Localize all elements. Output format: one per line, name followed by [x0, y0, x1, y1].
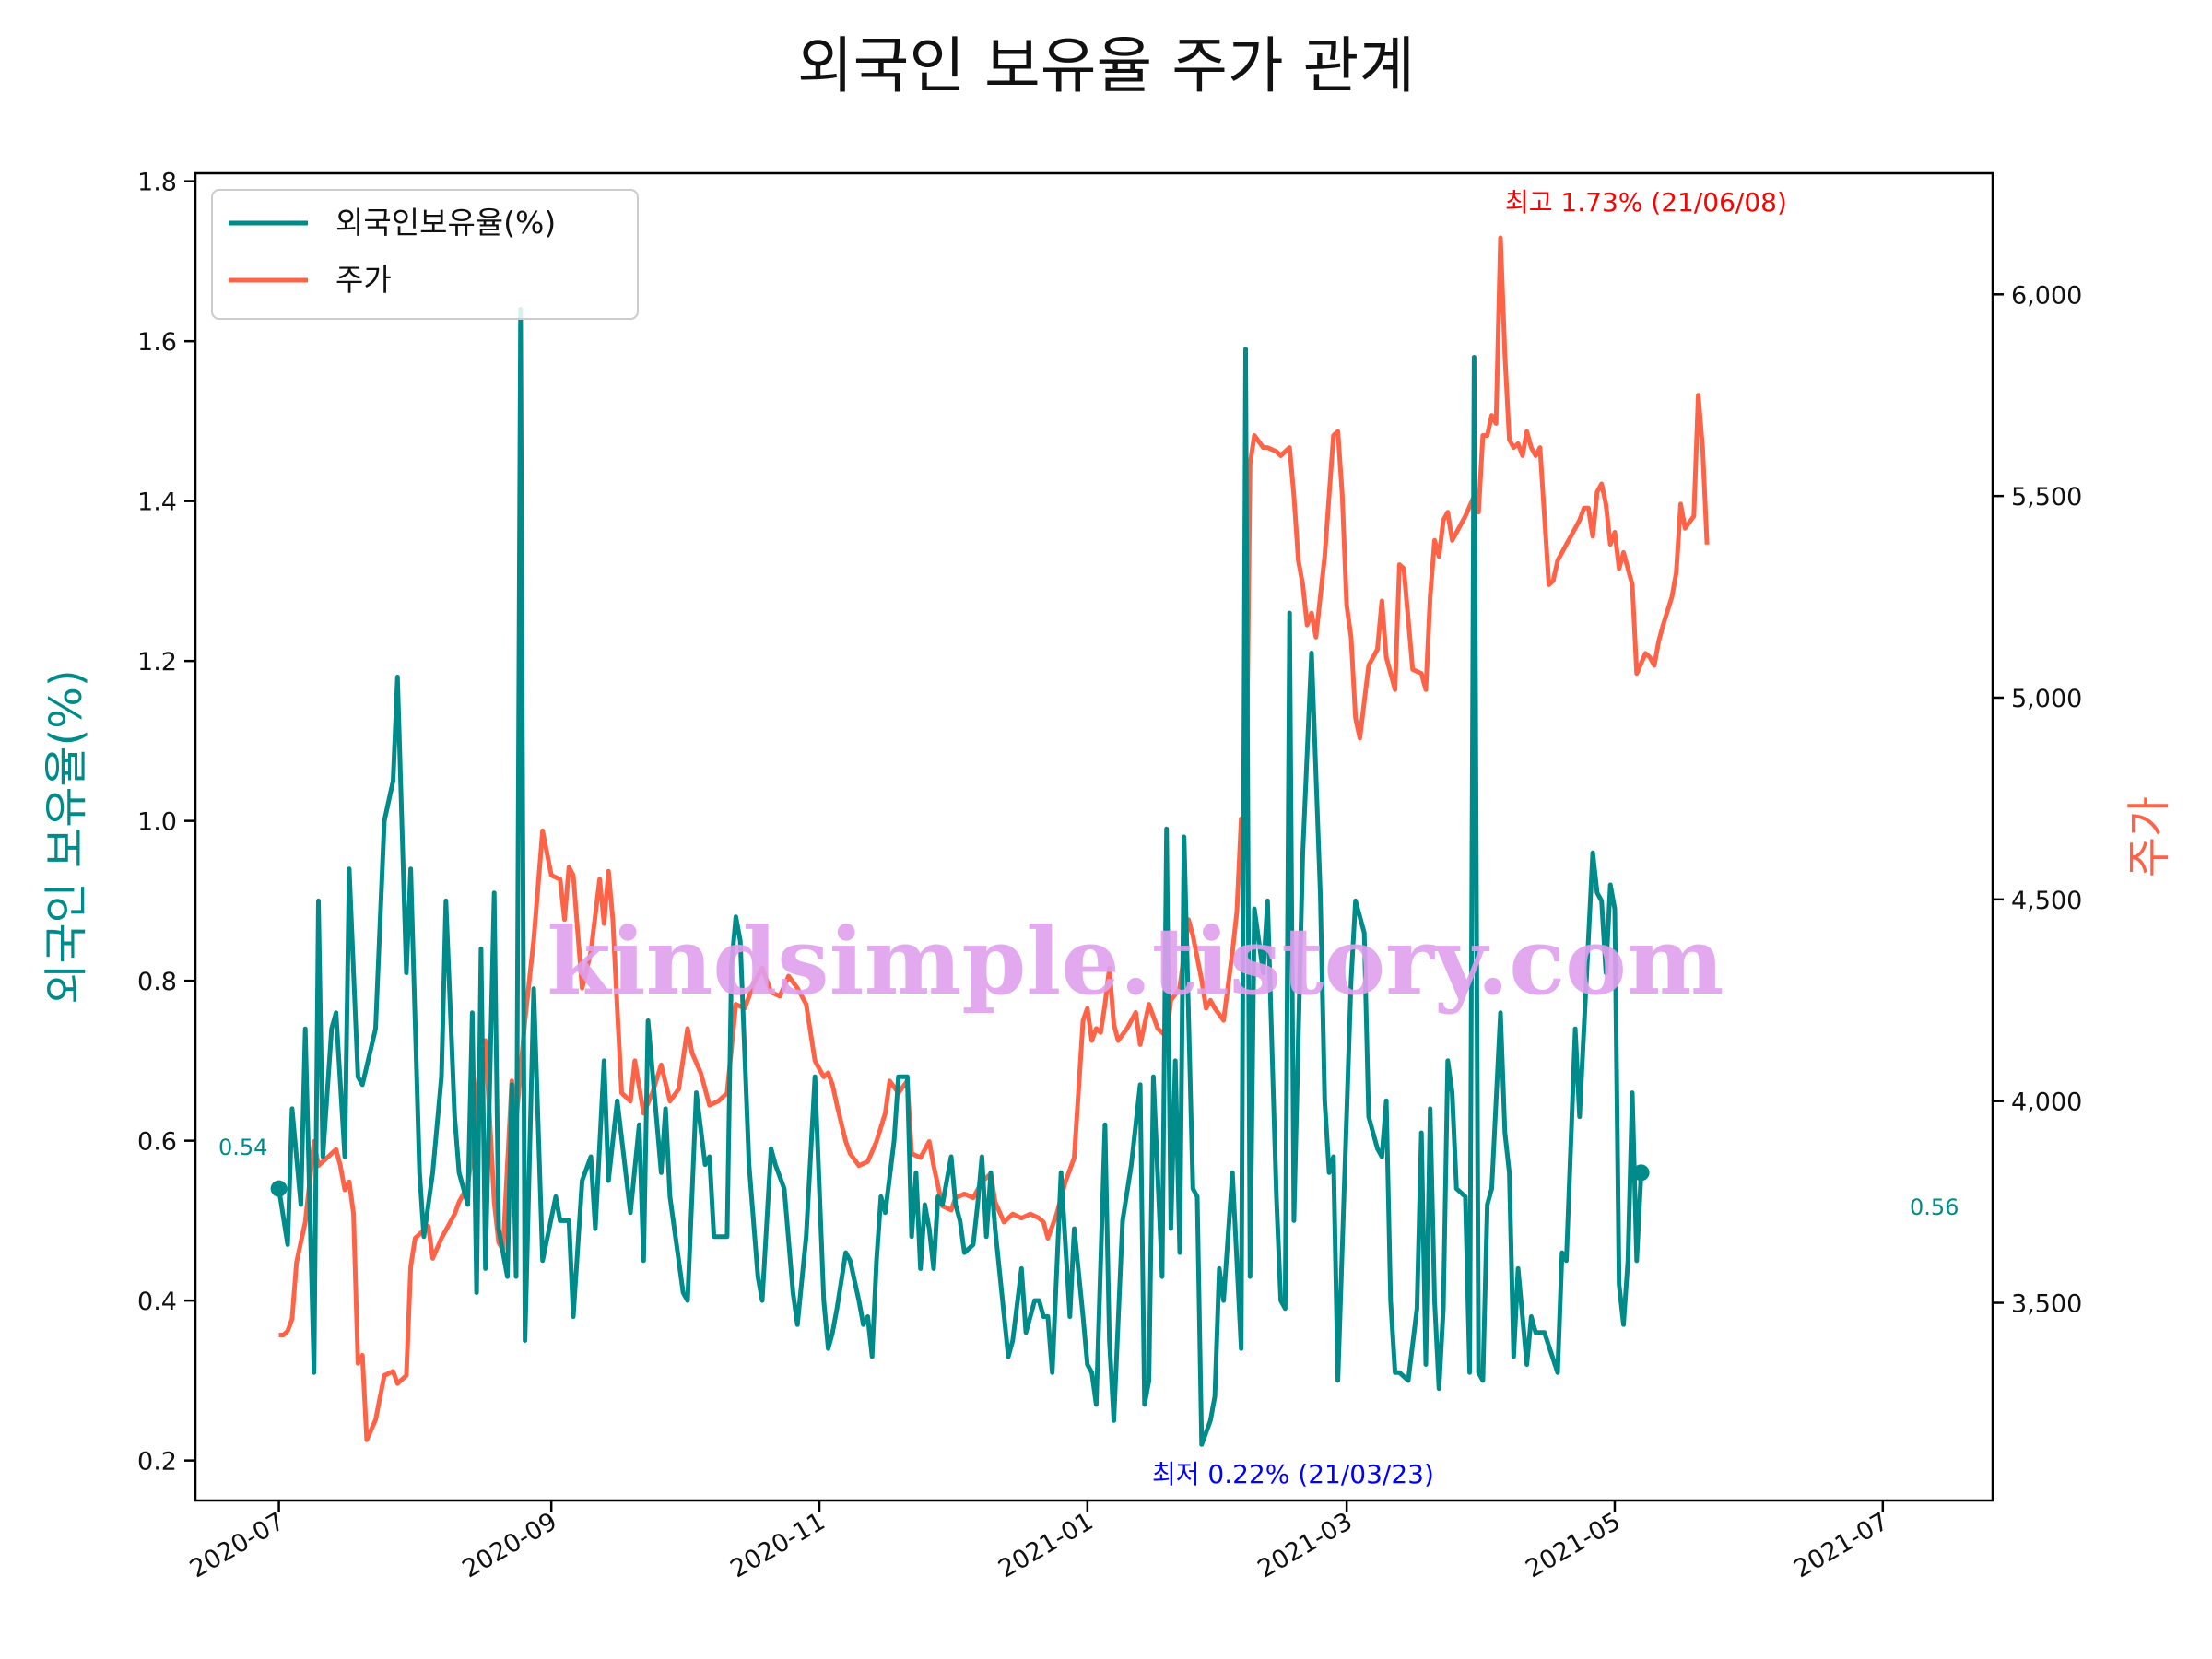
- y-right-tick-label: 5,500: [2011, 483, 2082, 512]
- legend-label-price: 주가: [335, 262, 392, 298]
- y-left-tick-label: 0.6: [137, 1128, 177, 1157]
- x-tick-label: 2021-03: [1253, 1507, 1357, 1583]
- chart-title: 외국인 보유율 주가 관계: [797, 30, 1415, 101]
- start-value-label: 0.54: [218, 1135, 267, 1160]
- legend-label-holding: 외국인보유율(%): [335, 205, 556, 241]
- y-right-axis-title: 주가: [2124, 796, 2175, 877]
- y-left-axis-title: 외국인 보유율(%): [41, 669, 92, 1004]
- legend-box: [211, 189, 639, 320]
- y-left-tick-label: 0.2: [137, 1448, 177, 1477]
- plot-frame: [194, 171, 1994, 1502]
- y-left-tick-label: 1.0: [137, 808, 177, 837]
- end-value-label: 0.56: [1910, 1194, 1959, 1220]
- y-right-tick-label: 5,000: [2011, 685, 2082, 713]
- min-annotation: 최저 0.22% (21/03/23): [1152, 1459, 1434, 1489]
- y-right-tick-label: 4,000: [2011, 1088, 2082, 1117]
- x-tick-label: 2021-05: [1521, 1507, 1625, 1583]
- y-left-tick-label: 0.4: [137, 1288, 177, 1316]
- watermark: kindsimple.tistory.com: [547, 907, 1724, 1016]
- max-annotation: 최고 1.73% (21/06/08): [1505, 187, 1787, 218]
- y-left-tick-label: 1.8: [137, 169, 177, 197]
- x-tick-label: 2020-11: [725, 1507, 830, 1583]
- start-point-marker: [270, 1180, 288, 1197]
- series-line-holding: [276, 307, 1644, 1447]
- y-left-tick-label: 1.6: [137, 328, 177, 357]
- y-left-tick-label: 1.2: [137, 648, 177, 677]
- y-right-tick-label: 6,000: [2011, 281, 2082, 310]
- y-left-tick-label: 1.4: [137, 488, 177, 517]
- y-right-axis: 3,500 4,000 4,500 5,000 5,500 6,000: [1993, 281, 2082, 1319]
- x-tick-label: 2020-07: [185, 1507, 289, 1583]
- x-axis: 2020-07 2020-09 2020-11 2021-01 2021-03 2021-…: [185, 1500, 1893, 1583]
- x-tick-label: 2021-07: [1789, 1507, 1893, 1583]
- series-line-price: [278, 235, 1710, 1442]
- legend: 외국인보유율(%) 주가: [211, 189, 639, 320]
- x-tick-label: 2020-09: [457, 1507, 561, 1583]
- y-right-tick-label: 4,500: [2011, 887, 2082, 915]
- y-left-tick-label: 0.8: [137, 968, 177, 996]
- y-right-tick-label: 3,500: [2011, 1290, 2082, 1319]
- y-left-axis: 0.2 0.4 0.6 0.8 1.0 1.2 1.4 1.6 1.8: [137, 169, 195, 1477]
- end-point-marker: [1632, 1164, 1650, 1182]
- x-tick-label: 2021-01: [994, 1507, 1098, 1583]
